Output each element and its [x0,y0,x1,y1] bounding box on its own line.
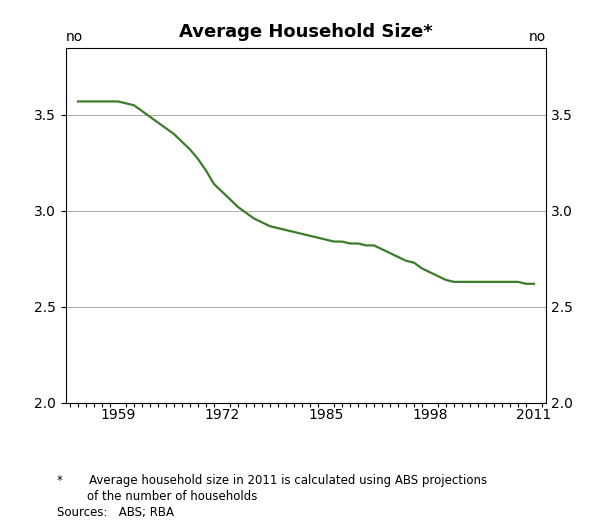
Text: no: no [529,30,547,44]
Text: of the number of households: of the number of households [57,490,257,503]
Text: Sources:   ABS; RBA: Sources: ABS; RBA [57,506,174,519]
Text: no: no [65,30,83,44]
Title: Average Household Size*: Average Household Size* [179,23,433,41]
Text: *       Average household size in 2011 is calculated using ABS projections: * Average household size in 2011 is calc… [57,474,487,488]
